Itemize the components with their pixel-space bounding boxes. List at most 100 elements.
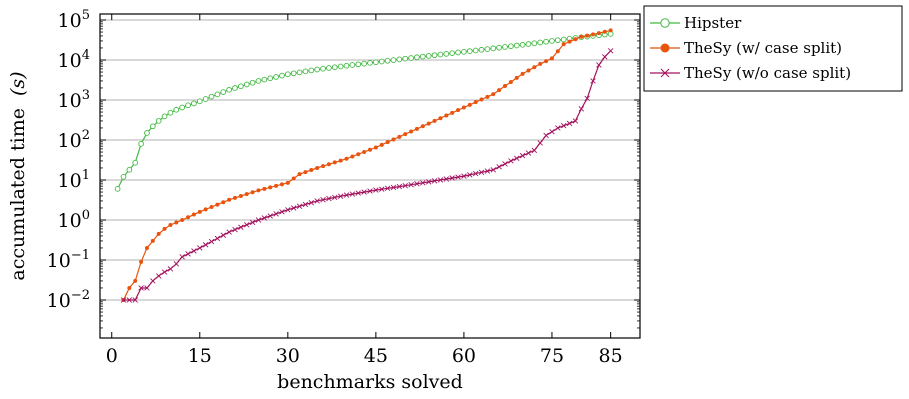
data-point <box>296 69 303 76</box>
data-point <box>384 57 391 64</box>
data-point-stroke <box>220 232 226 238</box>
data-point <box>314 66 321 73</box>
legend-entry: TheSy (w/ case split) <box>650 39 842 57</box>
data-point <box>191 212 196 217</box>
data-point <box>214 235 221 242</box>
data-point <box>161 113 168 120</box>
data-point-stroke <box>314 198 320 204</box>
data-point <box>502 161 508 167</box>
data-point-stroke <box>478 169 485 176</box>
data-point-stroke <box>502 161 508 167</box>
data-point <box>262 186 267 191</box>
data-point <box>126 166 133 173</box>
data-point <box>437 51 444 58</box>
data-point <box>255 78 262 84</box>
data-point-stroke <box>244 222 250 228</box>
data-point <box>379 186 385 192</box>
data-point <box>150 278 156 284</box>
data-point <box>150 238 155 243</box>
data-point <box>120 297 127 303</box>
data-point <box>554 37 561 44</box>
data-point <box>167 109 174 116</box>
data-point <box>139 259 144 264</box>
data-point <box>479 97 484 102</box>
data-point <box>261 215 268 221</box>
data-point <box>566 120 573 127</box>
data-point-stroke <box>150 278 156 284</box>
data-point-stroke <box>202 242 209 248</box>
data-point <box>232 85 238 91</box>
data-point <box>496 44 502 51</box>
legend-label: Hipster <box>684 14 742 32</box>
data-point-stroke <box>519 152 526 159</box>
data-point <box>437 177 444 183</box>
data-point <box>355 61 362 68</box>
data-point <box>114 186 121 192</box>
data-point-stroke <box>607 48 614 54</box>
data-point <box>414 126 419 131</box>
data-point <box>396 56 403 63</box>
data-point <box>209 205 214 210</box>
data-point-stroke <box>320 197 326 203</box>
data-point-stroke <box>379 186 385 192</box>
data-point-stroke <box>508 158 514 164</box>
data-point <box>249 79 256 86</box>
data-point <box>155 118 162 124</box>
x-tick-label: 60 <box>452 345 476 367</box>
data-point <box>378 58 385 65</box>
data-point <box>285 180 290 185</box>
data-point <box>585 33 590 38</box>
data-point <box>432 118 437 123</box>
data-point <box>303 170 308 175</box>
data-point-stroke <box>543 132 549 139</box>
data-point <box>127 285 132 290</box>
data-point <box>467 102 472 107</box>
data-point-stroke <box>484 168 491 174</box>
data-point-stroke <box>296 203 303 209</box>
data-point-stroke <box>267 213 273 219</box>
data-point <box>268 185 273 190</box>
data-point <box>338 158 343 163</box>
data-point <box>220 89 227 95</box>
data-point-stroke <box>132 297 138 303</box>
series-2 <box>121 28 613 302</box>
data-point <box>308 67 315 74</box>
data-point <box>138 141 144 147</box>
data-point <box>472 170 479 177</box>
data-point <box>197 209 202 214</box>
data-point-stroke <box>173 261 180 267</box>
series-line <box>117 33 611 190</box>
data-point-stroke <box>602 54 608 60</box>
data-point <box>132 297 138 303</box>
data-point-stroke <box>455 174 461 180</box>
data-point <box>596 31 601 36</box>
data-point-stroke <box>449 175 455 181</box>
data-point-stroke <box>308 199 315 206</box>
data-point-stroke <box>255 217 262 223</box>
data-point-stroke <box>384 185 391 192</box>
data-point <box>538 61 543 66</box>
data-point <box>461 173 467 179</box>
data-point <box>402 182 408 189</box>
data-point <box>179 104 186 111</box>
data-point <box>526 68 531 73</box>
data-point <box>321 164 326 169</box>
data-point <box>466 48 473 54</box>
data-point <box>133 278 138 283</box>
data-point-stroke <box>555 125 561 131</box>
legend-label: TheSy (w/ case split) <box>684 39 842 57</box>
data-point <box>455 174 461 180</box>
data-point <box>455 49 461 56</box>
data-point-stroke <box>431 178 438 184</box>
data-point <box>409 129 414 134</box>
data-point <box>561 42 566 47</box>
data-point <box>537 39 544 46</box>
data-point <box>426 121 431 126</box>
data-point <box>191 100 197 107</box>
data-point <box>396 183 403 190</box>
data-point <box>214 91 221 98</box>
legend-entry: Hipster <box>650 14 742 32</box>
data-point-stroke <box>232 226 238 233</box>
data-point-stroke <box>390 184 397 191</box>
data-point <box>602 54 608 60</box>
